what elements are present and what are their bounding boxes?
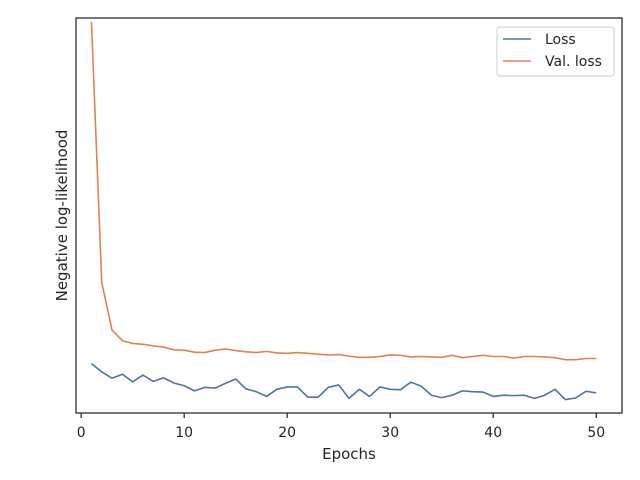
x-tick-label: 0 <box>77 425 86 441</box>
x-axis-label: Epochs <box>322 445 376 463</box>
x-tick-label: 40 <box>484 425 502 441</box>
x-tick-label: 10 <box>175 425 193 441</box>
legend: Loss Val. loss <box>496 26 615 77</box>
series-line-val-loss <box>90 21 597 361</box>
legend-label: Loss <box>545 32 576 48</box>
series-line-loss <box>90 363 597 401</box>
legend-entries: Loss Val. loss <box>503 32 602 70</box>
series-layer <box>90 21 597 401</box>
x-tick-label: 50 <box>587 425 605 441</box>
y-axis-label: Negative log-likelihood <box>53 130 71 302</box>
x-ticks: 0 10 20 30 40 50 <box>77 413 605 441</box>
x-tick-label: 30 <box>381 425 399 441</box>
legend-label: Val. loss <box>545 54 602 70</box>
axes-frame <box>75 17 623 414</box>
x-tick-label: 20 <box>278 425 296 441</box>
